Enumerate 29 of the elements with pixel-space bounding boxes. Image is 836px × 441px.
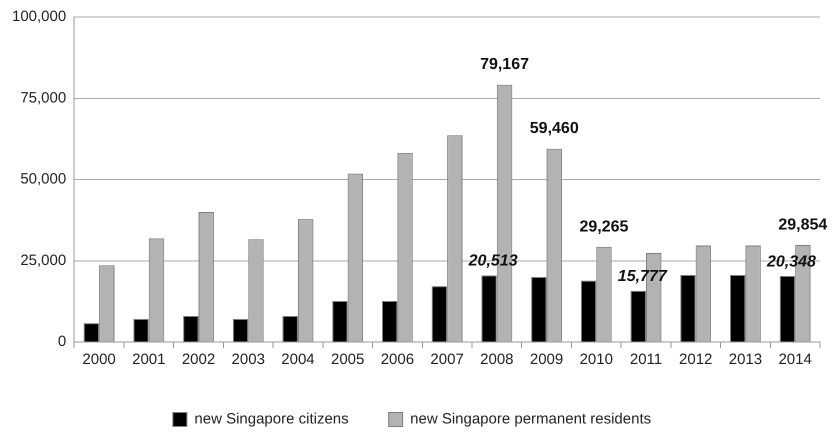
x-tick-label: 2003: [232, 351, 265, 368]
y-tick-label: 0: [58, 333, 66, 350]
y-tick-label: 75,000: [20, 89, 66, 106]
x-tick-label: 2005: [330, 351, 364, 368]
x-tick-label: 2010: [580, 351, 613, 368]
data-label: 20,513: [468, 252, 518, 270]
y-tick-label: 100,000: [12, 8, 66, 26]
x-tick-label: 2011: [630, 351, 662, 368]
x-tick-label: 2013: [728, 351, 762, 368]
x-tick-label: 2002: [182, 351, 216, 368]
x-tick-label: 2004: [281, 351, 315, 368]
x-tick-label: 2007: [430, 351, 464, 368]
x-tick-label: 2008: [480, 351, 514, 368]
data-label: 29,854: [778, 216, 828, 234]
y-tick-label: 25,000: [20, 252, 66, 269]
legend-label: new Singapore permanent residents: [410, 410, 652, 428]
data-label: 59,460: [530, 120, 579, 138]
x-tick-label: 2014: [778, 351, 812, 368]
x-tick-label: 2000: [82, 351, 116, 368]
x-tick-label: 2006: [380, 351, 414, 368]
data-label: 29,265: [580, 218, 629, 236]
x-tick-label: 2009: [530, 351, 564, 368]
data-label: 15,777: [618, 268, 668, 286]
data-label: 79,167: [480, 56, 530, 74]
y-tick-label: 50,000: [20, 170, 66, 188]
x-tick-label: 2012: [679, 351, 712, 368]
x-tick-label: 2001: [132, 351, 166, 368]
legend-label: new Singapore citizens: [194, 410, 349, 428]
data-label: 20,348: [766, 253, 816, 270]
